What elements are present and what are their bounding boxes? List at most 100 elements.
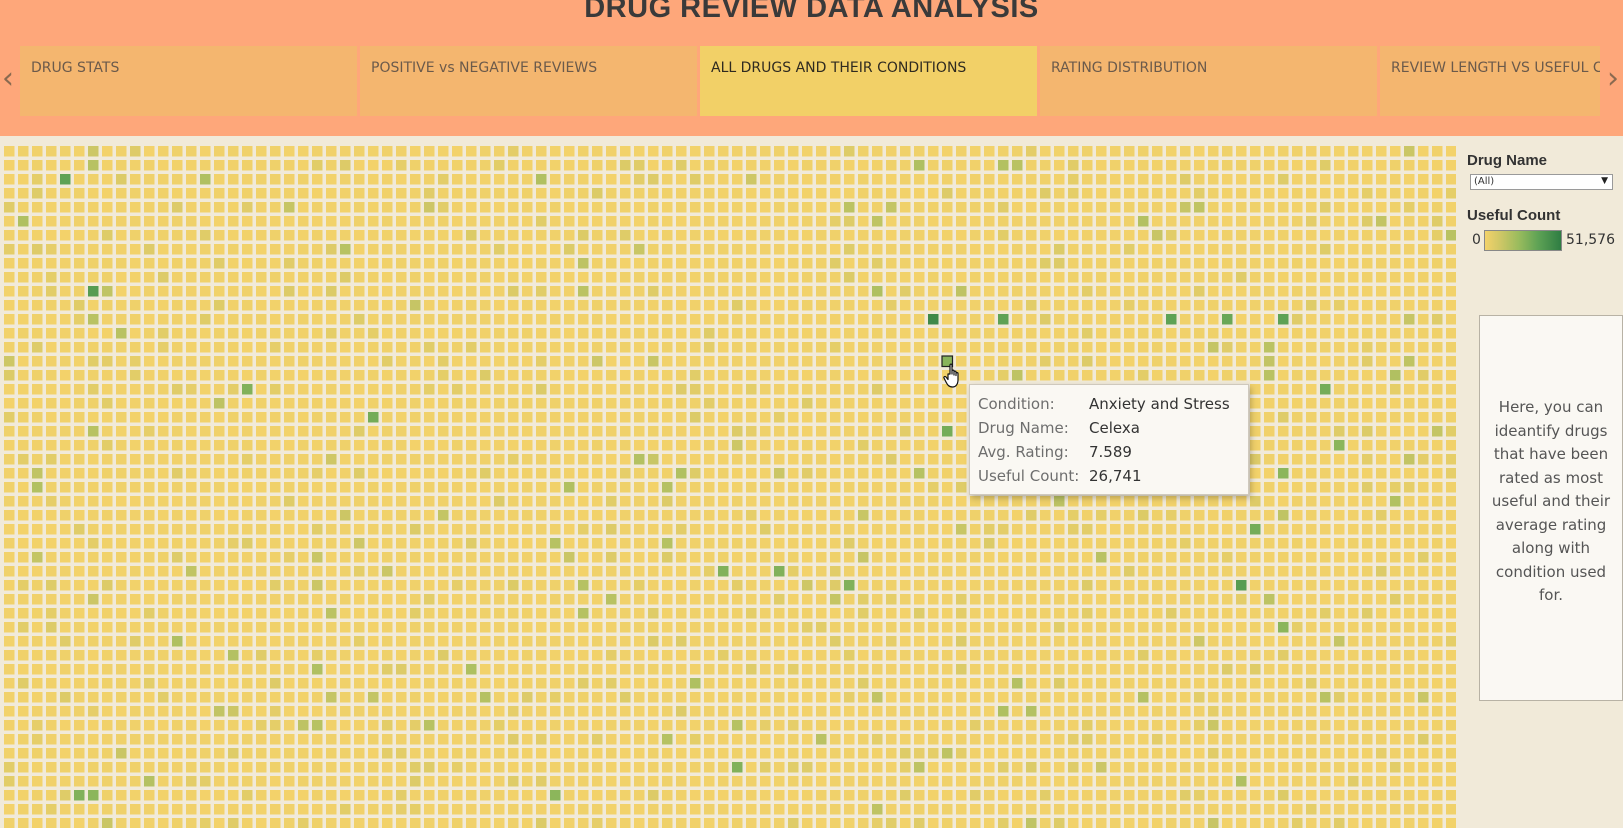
heatmap-cell[interactable]: [1096, 790, 1107, 801]
heatmap-cell[interactable]: [1040, 244, 1051, 255]
heatmap-cell[interactable]: [1250, 608, 1261, 619]
heatmap-cell[interactable]: [466, 202, 477, 213]
heatmap-cell[interactable]: [4, 202, 15, 213]
heatmap-cell[interactable]: [844, 160, 855, 171]
heatmap-cell[interactable]: [1138, 216, 1149, 227]
heatmap-cell[interactable]: [1110, 566, 1121, 577]
heatmap-cell[interactable]: [1320, 272, 1331, 283]
heatmap-cell[interactable]: [1138, 328, 1149, 339]
heatmap-cell[interactable]: [704, 272, 715, 283]
heatmap-cell[interactable]: [802, 286, 813, 297]
heatmap-cell[interactable]: [1166, 734, 1177, 745]
heatmap-cell[interactable]: [648, 552, 659, 563]
heatmap-cell[interactable]: [1110, 370, 1121, 381]
heatmap-cell[interactable]: [88, 636, 99, 647]
heatmap-cell[interactable]: [1362, 230, 1373, 241]
heatmap-cell[interactable]: [284, 482, 295, 493]
heatmap-cell[interactable]: [4, 174, 15, 185]
heatmap-cell[interactable]: [1362, 384, 1373, 395]
heatmap-cell[interactable]: [1390, 370, 1401, 381]
heatmap-cell[interactable]: [718, 622, 729, 633]
heatmap-cell[interactable]: [46, 650, 57, 661]
heatmap-cell[interactable]: [1152, 272, 1163, 283]
heatmap-cell[interactable]: [242, 468, 253, 479]
heatmap-cell[interactable]: [1264, 678, 1275, 689]
heatmap-cell[interactable]: [438, 538, 449, 549]
heatmap-cell[interactable]: [508, 160, 519, 171]
heatmap-cell[interactable]: [942, 412, 953, 423]
heatmap-cell[interactable]: [452, 216, 463, 227]
heatmap-cell[interactable]: [270, 650, 281, 661]
heatmap-cell[interactable]: [1348, 258, 1359, 269]
heatmap-cell[interactable]: [326, 538, 337, 549]
heatmap-cell[interactable]: [396, 202, 407, 213]
heatmap-cell[interactable]: [1334, 510, 1345, 521]
heatmap-cell[interactable]: [872, 482, 883, 493]
heatmap-cell[interactable]: [1082, 748, 1093, 759]
heatmap-cell[interactable]: [256, 622, 267, 633]
heatmap-cell[interactable]: [396, 762, 407, 773]
heatmap-cell[interactable]: [718, 776, 729, 787]
heatmap-cell[interactable]: [662, 496, 673, 507]
heatmap-cell[interactable]: [256, 314, 267, 325]
heatmap-cell[interactable]: [312, 762, 323, 773]
heatmap-cell[interactable]: [1292, 426, 1303, 437]
heatmap-cell[interactable]: [1166, 174, 1177, 185]
heatmap-cell[interactable]: [74, 188, 85, 199]
heatmap-cell[interactable]: [578, 216, 589, 227]
heatmap-cell[interactable]: [1096, 594, 1107, 605]
heatmap-cell[interactable]: [508, 286, 519, 297]
heatmap-cell[interactable]: [60, 314, 71, 325]
heatmap-cell[interactable]: [592, 272, 603, 283]
heatmap-cell[interactable]: [74, 160, 85, 171]
heatmap-cell[interactable]: [186, 328, 197, 339]
heatmap-cell[interactable]: [466, 216, 477, 227]
heatmap-cell[interactable]: [130, 748, 141, 759]
heatmap-cell[interactable]: [900, 174, 911, 185]
heatmap-cell[interactable]: [382, 356, 393, 367]
heatmap-cell[interactable]: [158, 426, 169, 437]
heatmap-cell[interactable]: [1012, 552, 1023, 563]
heatmap-cell[interactable]: [886, 188, 897, 199]
heatmap-cell[interactable]: [970, 734, 981, 745]
heatmap-cell[interactable]: [578, 398, 589, 409]
heatmap-cell[interactable]: [1208, 286, 1219, 297]
heatmap-cell[interactable]: [522, 216, 533, 227]
heatmap-cell[interactable]: [242, 678, 253, 689]
heatmap-cell[interactable]: [1390, 146, 1401, 157]
heatmap-cell[interactable]: [396, 454, 407, 465]
heatmap-cell[interactable]: [1334, 146, 1345, 157]
heatmap-cell[interactable]: [1152, 804, 1163, 815]
heatmap-cell[interactable]: [4, 314, 15, 325]
heatmap-cell[interactable]: [144, 566, 155, 577]
heatmap-cell[interactable]: [1320, 244, 1331, 255]
heatmap-cell[interactable]: [900, 342, 911, 353]
heatmap-cell[interactable]: [298, 734, 309, 745]
heatmap-cell[interactable]: [1348, 384, 1359, 395]
heatmap-cell[interactable]: [970, 552, 981, 563]
heatmap-cell[interactable]: [928, 664, 939, 675]
heatmap-cell[interactable]: [424, 762, 435, 773]
heatmap-cell[interactable]: [704, 146, 715, 157]
heatmap-cell[interactable]: [158, 160, 169, 171]
heatmap-cell[interactable]: [956, 468, 967, 479]
heatmap-cell[interactable]: [74, 524, 85, 535]
heatmap-cell[interactable]: [704, 622, 715, 633]
heatmap-cell[interactable]: [662, 692, 673, 703]
heatmap-cell[interactable]: [550, 328, 561, 339]
heatmap-cell[interactable]: [704, 356, 715, 367]
heatmap-cell[interactable]: [676, 398, 687, 409]
heatmap-cell[interactable]: [648, 314, 659, 325]
heatmap-cell[interactable]: [914, 804, 925, 815]
heatmap-cell[interactable]: [116, 804, 127, 815]
heatmap-cell[interactable]: [844, 258, 855, 269]
heatmap-cell[interactable]: [676, 622, 687, 633]
heatmap-cell[interactable]: [158, 146, 169, 157]
heatmap-cell[interactable]: [242, 314, 253, 325]
heatmap-cell[interactable]: [1348, 692, 1359, 703]
heatmap-cell[interactable]: [942, 258, 953, 269]
heatmap-cell[interactable]: [1054, 762, 1065, 773]
heatmap-cell[interactable]: [130, 314, 141, 325]
heatmap-cell[interactable]: [1110, 594, 1121, 605]
heatmap-cell[interactable]: [60, 216, 71, 227]
